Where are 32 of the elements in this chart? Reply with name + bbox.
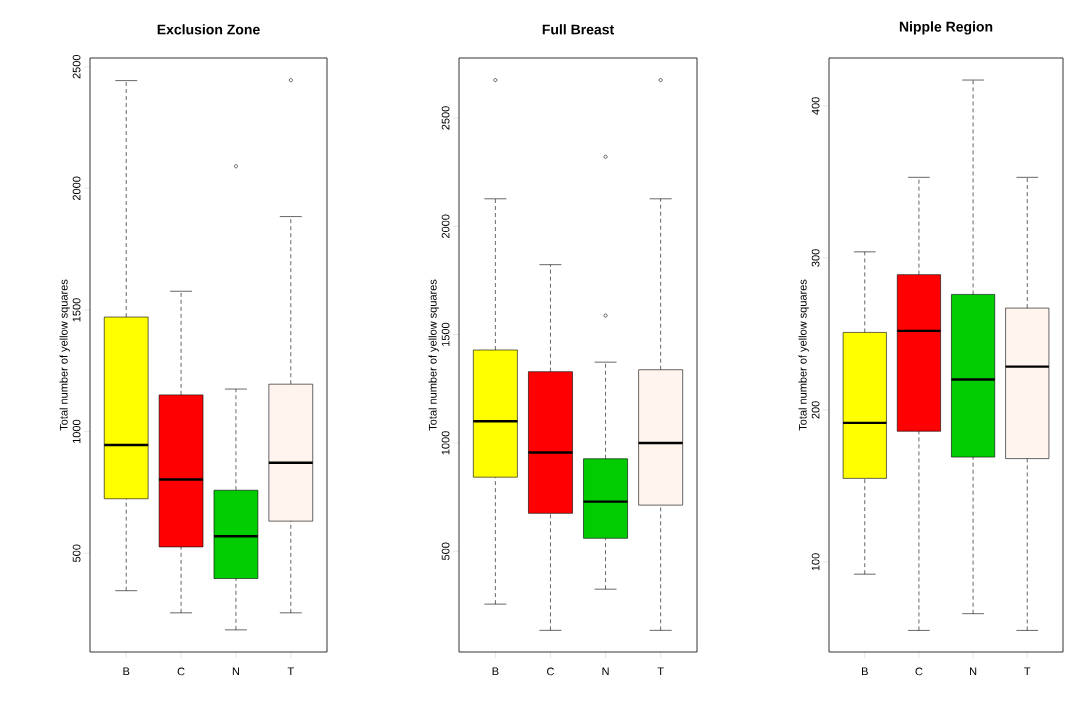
x-tick-label: B: [492, 667, 499, 676]
y-tick-label: 500: [441, 542, 450, 560]
y-tick-label: 1500: [441, 322, 450, 347]
y-tick-label: 2000: [441, 214, 450, 238]
x-tick-label: B: [123, 667, 130, 676]
x-tick-label: N: [232, 667, 239, 676]
y-tick-label: 200: [811, 401, 820, 419]
x-tick-label: T: [1024, 667, 1031, 676]
chart-title: Nipple Region: [899, 21, 993, 35]
x-tick-label: N: [602, 667, 609, 676]
x-tick-label: T: [657, 667, 664, 676]
x-tick-label: B: [862, 667, 868, 676]
x-tick-label: C: [547, 667, 555, 676]
y-tick-label: 1000: [441, 431, 450, 455]
x-tick-label: T: [287, 667, 294, 676]
y-tick-label: 100: [811, 553, 820, 571]
chart-title: Exclusion Zone: [157, 24, 260, 35]
y-tick-label: 500: [72, 544, 81, 562]
y-tick-label: 2000: [72, 176, 81, 201]
y-axis-title: Total number of yellow squares: [798, 279, 809, 431]
y-tick-label: 300: [811, 249, 820, 267]
y-axis-title: Total number of yellow squares: [428, 279, 439, 431]
y-tick-label: 1000: [72, 419, 81, 444]
y-tick-label: 2500: [72, 54, 81, 79]
x-tick-label: C: [915, 667, 923, 676]
y-tick-label: 1500: [72, 298, 81, 322]
y-tick-label: 2500: [441, 106, 450, 130]
chart-title: Full Breast: [542, 24, 614, 35]
x-tick-label: N: [970, 667, 977, 676]
y-axis-title: Total number of yellow squares: [59, 279, 70, 431]
y-tick-label: 400: [811, 97, 820, 115]
x-tick-label: C: [177, 667, 185, 676]
